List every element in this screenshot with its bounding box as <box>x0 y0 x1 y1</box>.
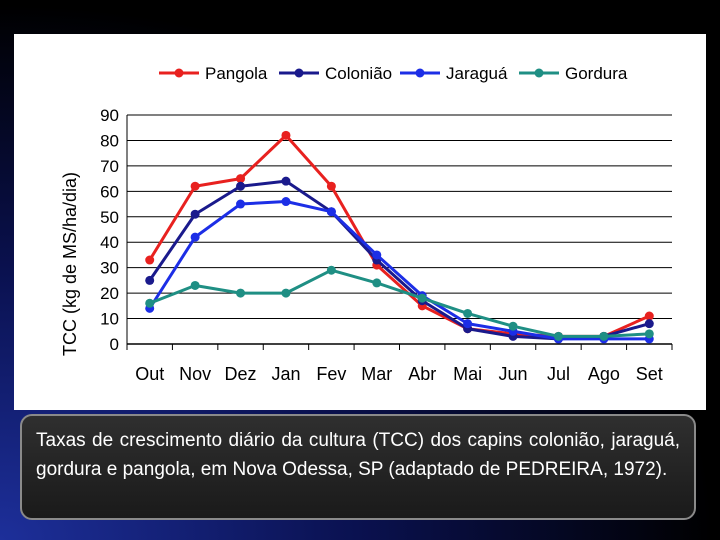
x-tick-label: Out <box>135 364 164 384</box>
data-series <box>145 130 654 344</box>
legend-marker <box>534 68 544 78</box>
y-tick-label: 0 <box>110 335 119 354</box>
data-point <box>145 275 155 285</box>
x-tick-labels: Out Nov Dez Jan Fev Mar Abr Mai Jun Jul Ago Set <box>135 364 663 384</box>
y-tick-label: 80 <box>100 131 119 150</box>
data-point <box>463 308 473 318</box>
x-tick-label: Abr <box>408 364 436 384</box>
legend-marker <box>174 68 184 78</box>
data-point <box>236 181 246 191</box>
x-tick-label: Mar <box>361 364 392 384</box>
data-point <box>190 181 200 191</box>
data-point <box>236 174 246 184</box>
data-point <box>463 319 473 329</box>
legend-marker <box>415 68 425 78</box>
data-point <box>644 311 654 321</box>
x-tick-label: Nov <box>179 364 211 384</box>
x-tick-label: Fev <box>316 364 346 384</box>
data-point <box>145 298 155 308</box>
data-point <box>281 288 291 298</box>
series-line <box>148 179 650 341</box>
x-tick-label: Mai <box>453 364 482 384</box>
data-point <box>508 321 518 331</box>
series-4 <box>145 265 654 341</box>
data-point <box>281 130 291 140</box>
axes <box>126 115 673 350</box>
data-point <box>553 331 563 341</box>
x-tick-label: Jun <box>499 364 528 384</box>
y-tick-label: 50 <box>100 208 119 227</box>
data-point <box>190 280 200 290</box>
legend-label: Jaraguá <box>446 64 508 83</box>
x-tick-label: Set <box>636 364 663 384</box>
caption-box: Taxas de crescimento diário da cultura (… <box>20 414 696 520</box>
legend-label: Colonião <box>325 64 392 83</box>
legend: Pangola Colonião Jaraguá Gordura <box>159 64 628 83</box>
chart-panel: 0 10 20 30 40 50 60 70 80 90 Out Nov Dez Jan Fev Mar Ab… <box>14 34 706 410</box>
x-tick-label: Ago <box>588 364 620 384</box>
data-point <box>326 207 336 217</box>
x-tick-label: Jul <box>547 364 570 384</box>
y-tick-label: 90 <box>100 106 119 125</box>
y-tick-label: 20 <box>100 284 119 303</box>
data-point <box>326 181 336 191</box>
legend-label: Pangola <box>205 64 268 83</box>
data-point <box>372 250 382 260</box>
data-point <box>281 176 291 186</box>
y-axis-label: TCC (kg de MS/ha/dia) <box>60 172 80 356</box>
legend-marker <box>294 68 304 78</box>
data-point <box>644 319 654 329</box>
series-1 <box>145 130 654 341</box>
data-point <box>326 265 336 275</box>
data-point <box>236 199 246 209</box>
series-line <box>148 200 650 341</box>
line-chart: 0 10 20 30 40 50 60 70 80 90 Out Nov Dez Jan Fev Mar Ab… <box>60 64 673 384</box>
data-point <box>190 232 200 242</box>
y-tick-label: 70 <box>100 157 119 176</box>
y-tick-label: 10 <box>100 310 119 329</box>
x-tick-label: Dez <box>225 364 257 384</box>
data-point <box>372 278 382 288</box>
data-point <box>417 293 427 303</box>
grid-lines <box>127 114 672 345</box>
series-3 <box>145 197 654 344</box>
y-tick-label: 40 <box>100 233 119 252</box>
data-point <box>644 329 654 339</box>
y-tick-label: 30 <box>100 259 119 278</box>
data-point <box>190 209 200 219</box>
legend-label: Gordura <box>565 64 628 83</box>
data-point <box>145 255 155 265</box>
series-line <box>149 268 650 338</box>
y-tick-labels: 0 10 20 30 40 50 60 70 80 90 <box>100 106 119 354</box>
caption-text: Taxas de crescimento diário da cultura (… <box>36 430 680 480</box>
x-tick-label: Jan <box>271 364 300 384</box>
data-point <box>281 197 291 207</box>
data-point <box>236 288 246 298</box>
y-tick-label: 60 <box>100 182 119 201</box>
data-point <box>599 331 609 341</box>
